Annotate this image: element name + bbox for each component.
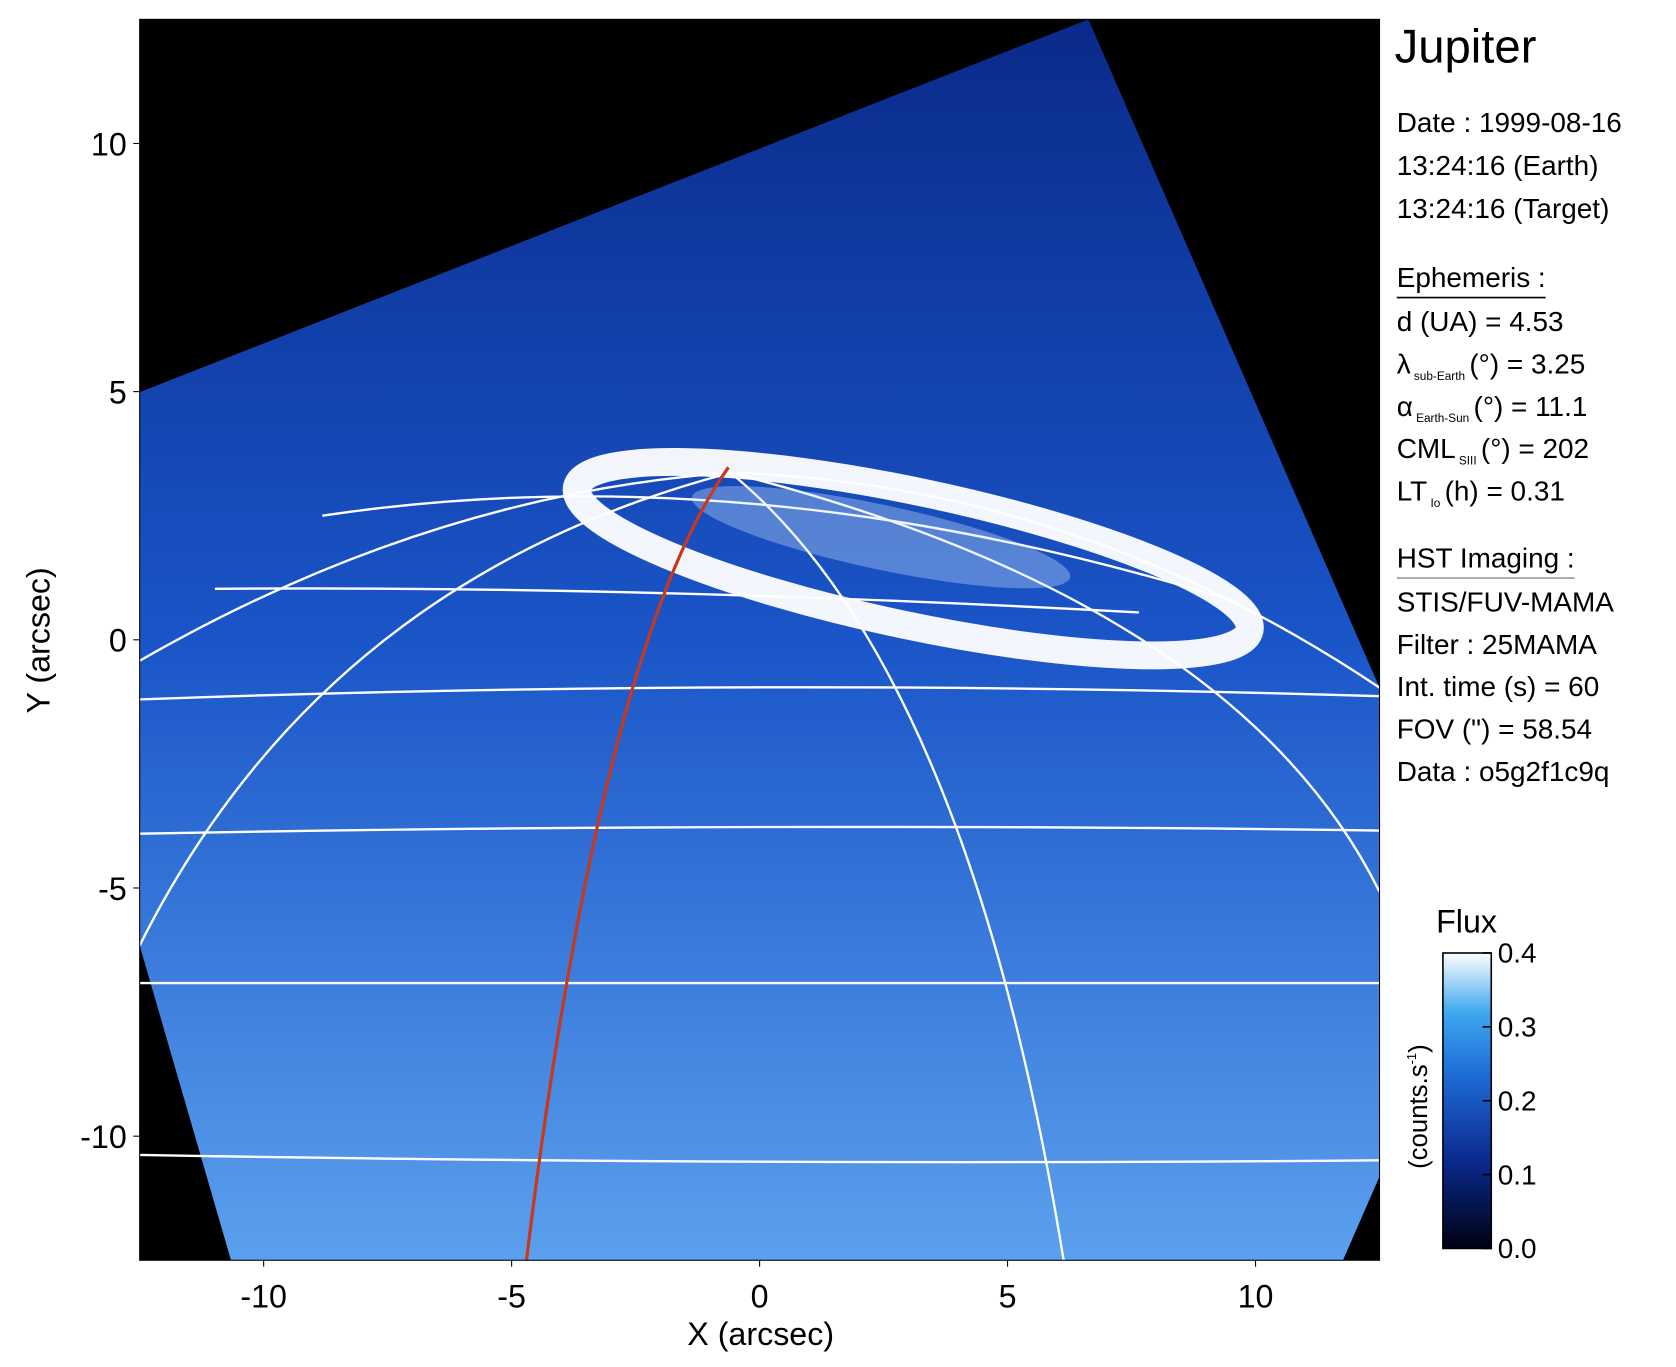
date-line: 13:24:16 (Target)	[1397, 193, 1610, 224]
row-sub: Io	[1430, 496, 1440, 510]
image	[139, 19, 1380, 1261]
row-sub: SIII	[1459, 454, 1477, 468]
row-rest: (°) = 3.25	[1469, 348, 1585, 379]
row-main: CML	[1397, 433, 1456, 464]
colorbar-tick-label: 0.0	[1498, 1233, 1537, 1264]
imaging-row: Int. time (s) = 60	[1397, 671, 1600, 702]
ephemeris-row: d (UA) = 4.53	[1397, 306, 1564, 337]
ephemeris-row: λ sub-Earth (°) = 3.25	[1397, 348, 1586, 382]
label-end: )	[1405, 1044, 1433, 1053]
imaging-row: STIS/FUV-MAMA	[1397, 586, 1615, 617]
label-sup: -1	[1404, 1053, 1419, 1064]
x-tick-label: 0	[751, 1279, 769, 1315]
colorbar-label: (counts.s-1)	[1404, 1044, 1433, 1169]
panel-title: Jupiter	[1395, 20, 1537, 73]
ephemeris-row: CML SIII (°) = 202	[1397, 433, 1589, 467]
y-tick-label: 0	[109, 623, 127, 659]
section-heading: Ephemeris :	[1397, 262, 1546, 293]
row-rest: (h) = 0.31	[1445, 476, 1565, 507]
row-rest: (°) = 202	[1481, 433, 1589, 464]
y-tick-label: -5	[98, 871, 127, 907]
colorbar-tick-label: 0.1	[1498, 1159, 1537, 1190]
x-axis-label: X (arcsec)	[687, 1316, 834, 1352]
x-tick-label: 10	[1238, 1279, 1274, 1315]
row-sub: sub-Earth	[1414, 369, 1465, 383]
row-rest: (°) = 11.1	[1474, 391, 1588, 422]
row-main: α	[1397, 391, 1413, 422]
x-tick-label: -10	[240, 1279, 287, 1315]
row-main: LT	[1397, 476, 1428, 507]
colorbar-tick-label: 0.4	[1498, 938, 1537, 969]
colorbar-tick-label: 0.2	[1498, 1085, 1537, 1116]
row-sub: Earth-Sun	[1416, 411, 1469, 425]
label-text: (counts.s	[1405, 1064, 1433, 1169]
y-tick-label: -10	[80, 1119, 127, 1155]
imaging-row: Filter : 25MAMA	[1397, 629, 1598, 660]
imaging-row: FOV (") = 58.54	[1397, 714, 1592, 745]
x-tick-label: 5	[999, 1279, 1017, 1315]
y-tick-label: 10	[91, 126, 127, 162]
colorbar-tick-label: 0.3	[1498, 1012, 1537, 1043]
y-axis-label: Y (arcsec)	[20, 567, 56, 713]
y-tick-label: 5	[109, 374, 127, 410]
row-main: d (UA) = 4.53	[1397, 306, 1564, 337]
row-main: λ	[1397, 348, 1411, 379]
x-tick-label: -5	[497, 1279, 526, 1315]
section-heading: HST Imaging :	[1397, 542, 1575, 573]
ephemeris-row: α Earth-Sun (°) = 11.1	[1397, 391, 1588, 425]
imaging-row: Data : o5g2f1c9q	[1397, 756, 1610, 787]
colorbar-title: Flux	[1436, 904, 1497, 940]
ephemeris-row: LT Io (h) = 0.31	[1397, 476, 1565, 510]
date-line: 13:24:16 (Earth)	[1397, 150, 1599, 181]
date-line: Date : 1999-08-16	[1397, 107, 1622, 138]
